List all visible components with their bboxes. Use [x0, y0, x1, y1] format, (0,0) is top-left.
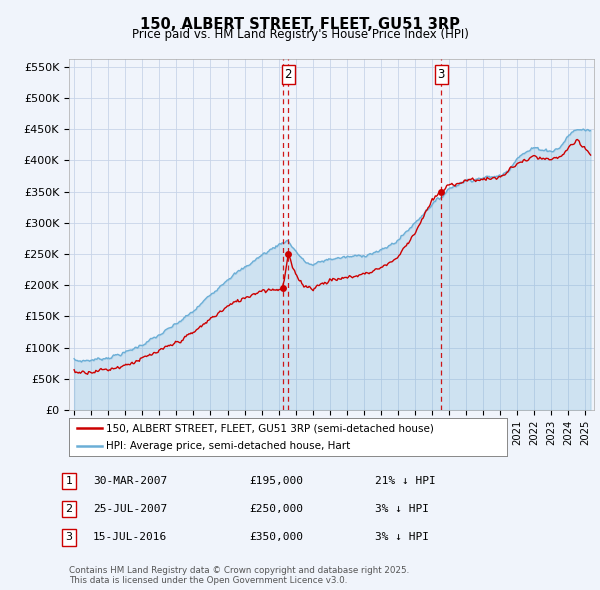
Text: 25-JUL-2007: 25-JUL-2007: [93, 504, 167, 514]
Text: 3% ↓ HPI: 3% ↓ HPI: [375, 504, 429, 514]
Text: £350,000: £350,000: [249, 533, 303, 542]
Text: 150, ALBERT STREET, FLEET, GU51 3RP (semi-detached house): 150, ALBERT STREET, FLEET, GU51 3RP (sem…: [106, 423, 434, 433]
Text: 15-JUL-2016: 15-JUL-2016: [93, 533, 167, 542]
Text: £250,000: £250,000: [249, 504, 303, 514]
Text: 3: 3: [65, 533, 73, 542]
Text: 2: 2: [284, 68, 292, 81]
Text: £195,000: £195,000: [249, 476, 303, 486]
Text: Contains HM Land Registry data © Crown copyright and database right 2025.
This d: Contains HM Land Registry data © Crown c…: [69, 566, 409, 585]
Text: 2: 2: [65, 504, 73, 514]
Text: 3: 3: [437, 68, 445, 81]
Text: 21% ↓ HPI: 21% ↓ HPI: [375, 476, 436, 486]
Text: 150, ALBERT STREET, FLEET, GU51 3RP: 150, ALBERT STREET, FLEET, GU51 3RP: [140, 17, 460, 31]
Text: 30-MAR-2007: 30-MAR-2007: [93, 476, 167, 486]
Text: Price paid vs. HM Land Registry's House Price Index (HPI): Price paid vs. HM Land Registry's House …: [131, 28, 469, 41]
Text: HPI: Average price, semi-detached house, Hart: HPI: Average price, semi-detached house,…: [106, 441, 350, 451]
Text: 3% ↓ HPI: 3% ↓ HPI: [375, 533, 429, 542]
Text: 1: 1: [65, 476, 73, 486]
